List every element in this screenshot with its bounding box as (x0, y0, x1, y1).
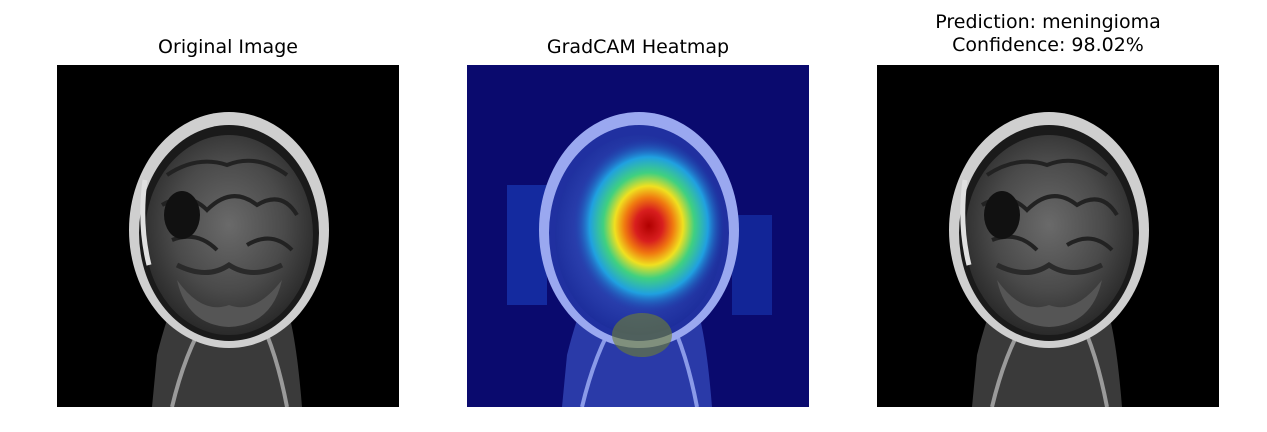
heatmap-overlay-icon (467, 65, 809, 407)
mri-scan-icon (877, 65, 1219, 407)
original-image-panel (57, 65, 399, 407)
gradcam-heatmap-title: GradCAM Heatmap (546, 36, 730, 58)
prediction-image-panel (877, 65, 1219, 407)
gradcam-heatmap-panel (467, 65, 809, 407)
mri-scan-icon (57, 65, 399, 407)
original-image-title: Original Image (158, 36, 298, 58)
confidence-label: Confidence: 98.02% (952, 34, 1144, 56)
prediction-title: Prediction: meningioma Confidence: 98.02… (877, 11, 1219, 57)
prediction-label: Prediction: meningioma (935, 11, 1161, 33)
